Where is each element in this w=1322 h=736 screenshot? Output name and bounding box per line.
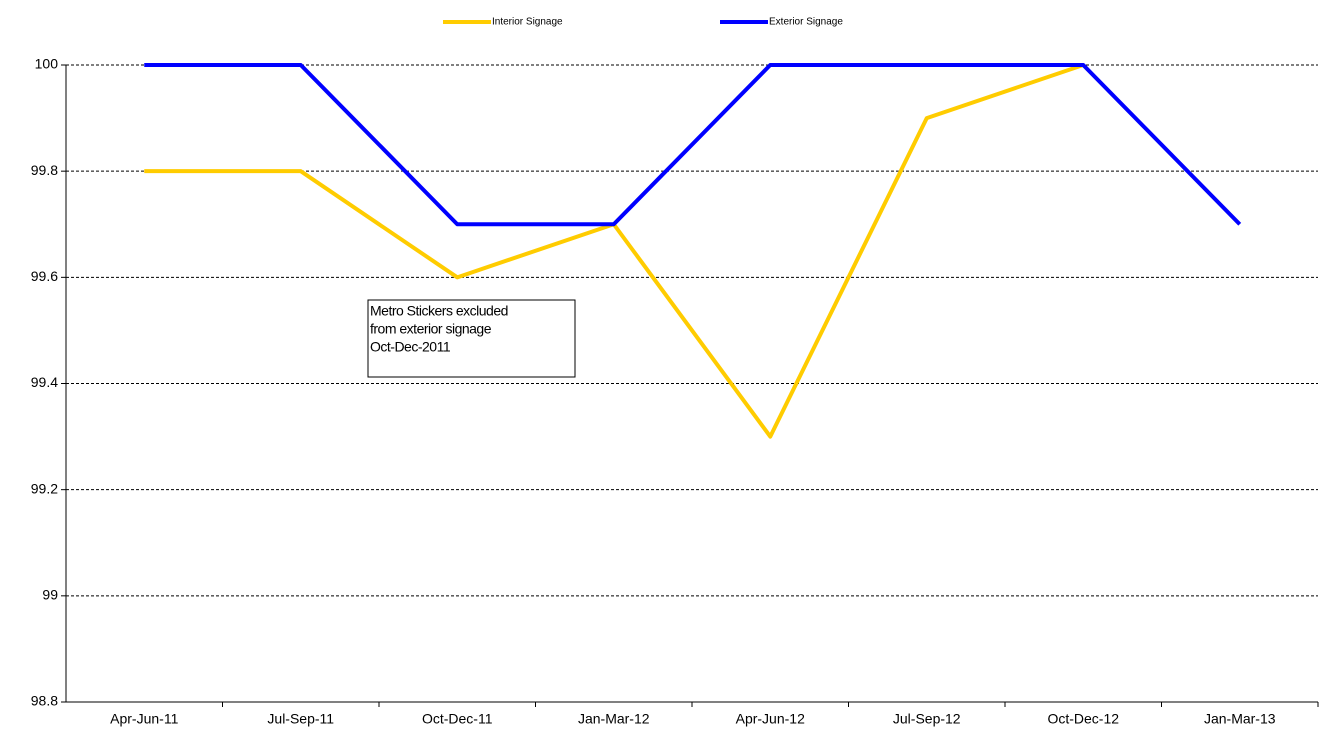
x-tick-label: Oct-Dec-12 [1047, 711, 1119, 727]
annotation-box [367, 299, 576, 378]
series-line [144, 63, 1084, 439]
y-tick-label: 99 [42, 587, 58, 603]
annotation-text: from exterior signage [370, 321, 492, 337]
x-tick-label: Jul-Sep-11 [267, 711, 334, 727]
y-tick-label: 99.8 [31, 162, 58, 178]
y-tick-label: 99.6 [31, 268, 58, 284]
annotation-text: Metro Stickers excluded [370, 303, 508, 319]
legend-label: Exterior Signage [769, 17, 843, 28]
legend-label: Interior Signage [492, 17, 563, 28]
x-tick-label: Jan-Mar-13 [1204, 711, 1276, 727]
y-tick-label: 100 [35, 56, 59, 72]
x-tick-label: Oct-Dec-11 [422, 711, 493, 727]
y-tick-label: 99.2 [31, 480, 58, 496]
x-tick-label: Apr-Jun-11 [110, 711, 178, 727]
x-tick-label: Jul-Sep-12 [893, 711, 961, 727]
x-tick-label: Apr-Jun-12 [736, 711, 805, 727]
annotation-text: Oct-Dec-2011 [370, 339, 451, 355]
x-tick-label: Jan-Mar-12 [578, 711, 650, 727]
series-line [144, 63, 1242, 227]
y-tick-label: 98.8 [31, 693, 58, 709]
y-tick-label: 99.4 [31, 374, 58, 390]
